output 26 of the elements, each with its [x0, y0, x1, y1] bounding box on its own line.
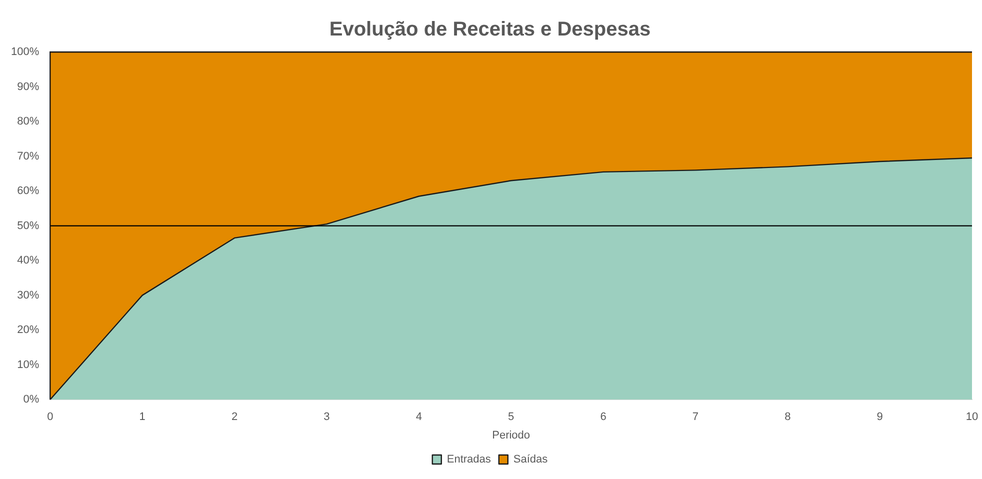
legend-label: Saídas [513, 454, 548, 466]
x-tick-label: 4 [416, 411, 422, 424]
x-tick-label: 7 [692, 411, 699, 424]
y-tick-label: 20% [17, 324, 40, 336]
y-tick-label: 10% [17, 358, 40, 371]
x-tick-label: 8 [784, 411, 791, 424]
y-tick-label: 70% [17, 150, 40, 162]
y-tick-label: 60% [17, 185, 40, 198]
y-tick-label: 80% [17, 116, 40, 128]
y-tick-label: 30% [17, 289, 40, 302]
x-tick-label: 2 [231, 411, 238, 424]
y-tick-label: 0% [23, 394, 40, 406]
x-axis-title: Periodo [492, 429, 530, 442]
y-tick-label: 50% [17, 220, 40, 232]
x-tick-label: 9 [876, 411, 883, 424]
y-tick-label: 100% [10, 46, 40, 58]
x-tick-label: 6 [600, 411, 606, 424]
y-tick-label: 40% [17, 254, 40, 267]
x-tick-label: 1 [139, 411, 146, 424]
x-tick-label: 5 [508, 411, 514, 424]
x-tick-label: 10 [966, 411, 978, 424]
legend-label: Entradas [446, 454, 492, 466]
x-tick-label: 3 [324, 411, 330, 424]
y-tick-label: 90% [17, 80, 40, 93]
chart-title: Evolução de Receitas e Despesas [329, 18, 651, 41]
x-tick-label: 0 [47, 411, 54, 424]
